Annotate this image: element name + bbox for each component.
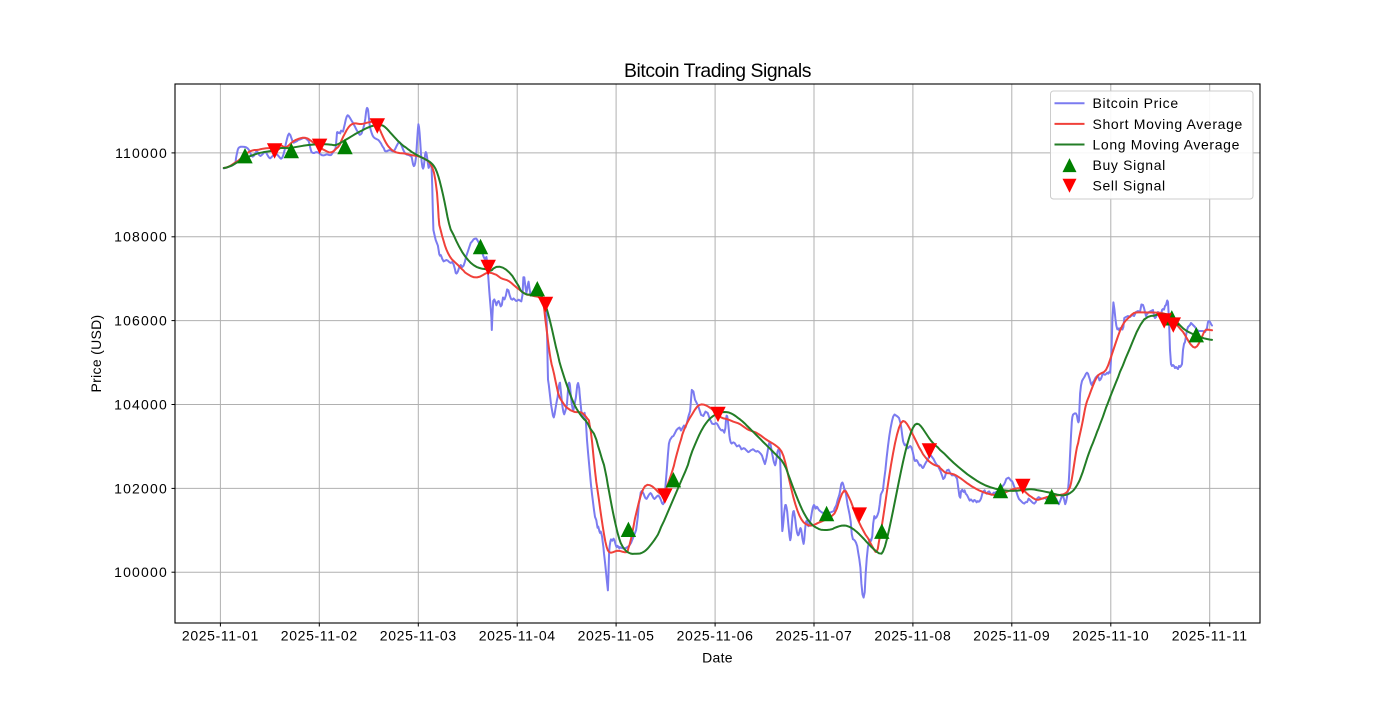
svg-text:2025-11-07: 2025-11-07 <box>776 628 853 644</box>
svg-text:2025-11-02: 2025-11-02 <box>281 628 358 644</box>
svg-text:2025-11-01: 2025-11-01 <box>182 628 259 644</box>
svg-text:Buy Signal: Buy Signal <box>1093 157 1166 173</box>
svg-text:Price (USD): Price (USD) <box>88 315 104 393</box>
svg-text:2025-11-04: 2025-11-04 <box>479 628 556 644</box>
svg-text:Sell Signal: Sell Signal <box>1093 178 1166 194</box>
svg-text:Short Moving Average: Short Moving Average <box>1093 116 1244 132</box>
svg-text:104000: 104000 <box>114 396 168 412</box>
svg-text:2025-11-10: 2025-11-10 <box>1072 628 1149 644</box>
svg-text:2025-11-03: 2025-11-03 <box>380 628 457 644</box>
svg-text:110000: 110000 <box>115 145 168 161</box>
svg-text:2025-11-11: 2025-11-11 <box>1172 628 1248 644</box>
svg-text:Long Moving Average: Long Moving Average <box>1093 136 1241 152</box>
svg-text:Bitcoin Price: Bitcoin Price <box>1093 95 1179 111</box>
svg-text:Bitcoin Trading Signals: Bitcoin Trading Signals <box>624 60 811 82</box>
svg-text:100000: 100000 <box>114 564 168 580</box>
svg-text:2025-11-06: 2025-11-06 <box>677 628 754 644</box>
svg-text:106000: 106000 <box>114 313 168 329</box>
svg-text:2025-11-05: 2025-11-05 <box>578 628 655 644</box>
svg-text:Date: Date <box>702 650 733 666</box>
svg-text:2025-11-08: 2025-11-08 <box>874 628 951 644</box>
svg-text:2025-11-09: 2025-11-09 <box>973 628 1050 644</box>
svg-text:108000: 108000 <box>114 229 168 245</box>
svg-text:102000: 102000 <box>114 480 168 496</box>
